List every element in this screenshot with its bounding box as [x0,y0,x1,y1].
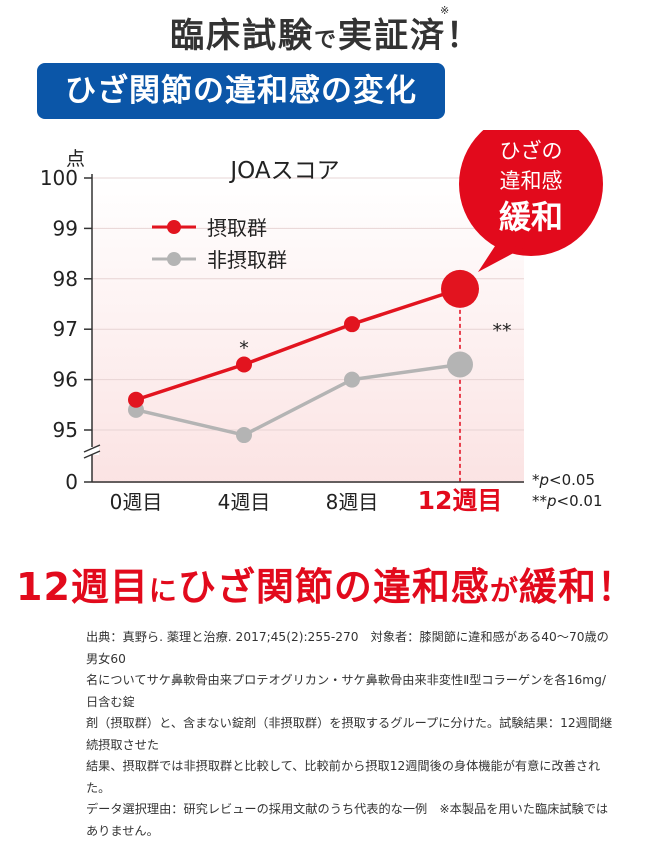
conclusion-subject: ひざ関節の違和感 [177,565,490,609]
significance-marker: * [239,337,249,359]
conclusion-particle-ga: が [489,574,519,607]
significance-note-1-threshold: <0.05 [549,471,595,489]
callout: ひざの 違和感 緩和 [459,130,603,272]
significance-note-2-stars: ** [532,492,548,510]
chart-banner: ひざ関節の違和感の変化 [37,63,445,119]
data-point-intake [236,356,252,373]
x-tick-label: 12週目 [418,486,503,515]
data-point-intake [441,269,479,308]
data-point-non-intake [344,371,360,388]
source-line: 剤（摂取群）と、含まない錠剤（非摂取群）を摂取するグループに分けた。試験結果：1… [86,716,613,752]
y-tick-label: 95 [53,418,78,442]
legend-marker-intake [167,220,181,234]
y-axis-unit: 点 [66,148,85,170]
significance-note-2-threshold: <0.01 [557,492,603,510]
chart-title: JOAスコア [228,158,339,184]
conclusion: 12週目にひざ関節の違和感が緩和！ [0,556,652,611]
headline-particle: で [313,27,338,53]
legend-label-intake: 摂取群 [207,216,267,240]
data-point-intake [128,391,144,408]
y-tick-label: 96 [53,368,78,392]
conclusion-relief: 緩和 [518,565,597,609]
axis-break-gap [85,447,99,455]
data-point-intake [344,316,360,333]
x-tick-label: 4週目 [218,490,271,514]
headline-exclaim: ！ [446,16,482,56]
series-line-intake [135,287,461,402]
legend-marker-non-intake [167,252,181,266]
plot-area [92,178,524,483]
legend-label-non-intake: 非摂取群 [207,248,287,272]
callout-line2: 違和感 [500,169,563,193]
source-line: 出典：真野ら. 薬理と治療. 2017;45(2):255-270 対象者：膝関… [86,630,609,666]
axis-break-mark [83,450,101,459]
callout-line1: ひざの [500,139,563,163]
series-line-non-intake [135,362,461,437]
y-tick-label: 0 [65,470,78,494]
headline-main: 臨床試験 [169,16,314,56]
callout-pointer [478,243,523,272]
headline-main2: 実証済 [338,16,446,56]
significance-note-2: **p<0.01 [532,492,603,510]
conclusion-particle-ni: に [148,574,178,607]
headline-note-mark: ※ [440,4,452,17]
joa-score-chart: 0 95 96 97 98 99 100 0週目 4週目 8週目 12週目 点 JOAスコア 摂取群… [40,130,603,515]
x-tick-label: 8週目 [326,490,379,514]
significance-marker: ** [493,320,512,342]
y-tick-label: 97 [53,317,78,341]
conclusion-week: 12週目 [16,565,149,609]
significance-note-1: *p<0.05 [532,471,595,489]
headline: 臨床試験で実証済 ※！ [0,4,652,57]
axis-break-mark [83,444,101,453]
y-tick-label: 100 [40,166,78,190]
source-line: 結果、摂取群では非摂取群と比較して、比較前から摂取12週間後の身体機能が有意に改… [86,759,601,795]
data-point-non-intake [447,351,473,378]
x-tick-label: 0週目 [110,490,163,514]
callout-line3: 緩和 [499,198,563,236]
callout-bubble [459,130,603,256]
significance-notes: *p<0.05 **p<0.01 [532,471,603,510]
source-note: 出典：真野ら. 薬理と治療. 2017;45(2):255-270 対象者：膝関… [86,627,616,842]
source-line: データ選択理由：研究レビューの採用文献のうち代表的な一例 ※本製品を用いた臨床試… [86,802,609,838]
data-point-non-intake [236,427,252,444]
significance-note-1-p: p [539,471,550,489]
significance-note-2-p: p [546,492,557,510]
conclusion-exclaim: ！ [596,565,636,609]
source-line: 名についてサケ鼻軟骨由来プロテオグリカン・サケ鼻軟骨由来非変性Ⅱ型コラーゲンを各… [86,673,606,709]
significance-note-1-stars: * [532,471,540,489]
y-tick-label: 98 [53,267,78,291]
legend: 摂取群 非摂取群 [152,216,287,272]
y-tick-label: 99 [53,216,78,240]
